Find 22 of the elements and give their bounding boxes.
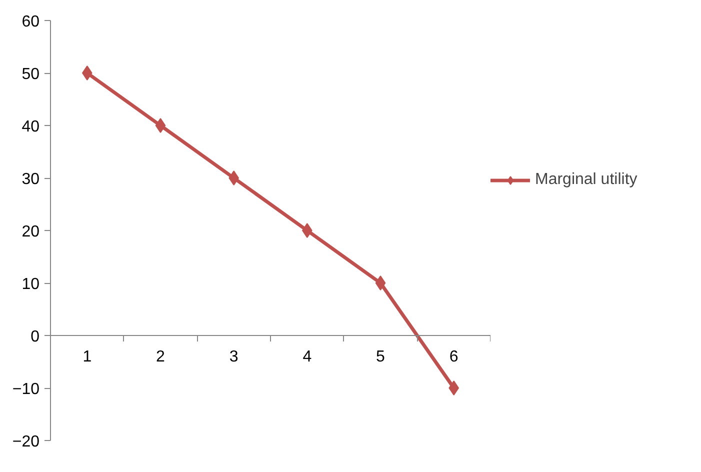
y-tick-label: −20 xyxy=(12,434,40,450)
point xyxy=(82,66,92,80)
y-tick-label: 10 xyxy=(22,276,40,293)
y-tick-label: 30 xyxy=(22,171,40,188)
y-tick-label: −10 xyxy=(12,381,40,398)
x-tick-label: 6 xyxy=(449,348,458,366)
x-tick-label: 4 xyxy=(302,348,312,366)
x-tick-label: 5 xyxy=(376,348,386,366)
y-tick-label: 50 xyxy=(22,66,40,83)
y-tick-label: 0 xyxy=(30,328,40,346)
y-tick-label: 60 xyxy=(22,14,40,30)
x-tick-label: 3 xyxy=(229,348,238,366)
legend-label: Marginal utility xyxy=(535,171,638,189)
y-tick-label: 40 xyxy=(22,118,40,136)
y-tick-label: 20 xyxy=(22,224,40,240)
point xyxy=(375,276,386,290)
point xyxy=(302,223,312,238)
x-tick-label: 2 xyxy=(156,348,166,366)
point xyxy=(155,118,166,133)
point xyxy=(448,380,459,396)
x-tick-label: 1 xyxy=(82,348,92,366)
point xyxy=(228,170,239,186)
